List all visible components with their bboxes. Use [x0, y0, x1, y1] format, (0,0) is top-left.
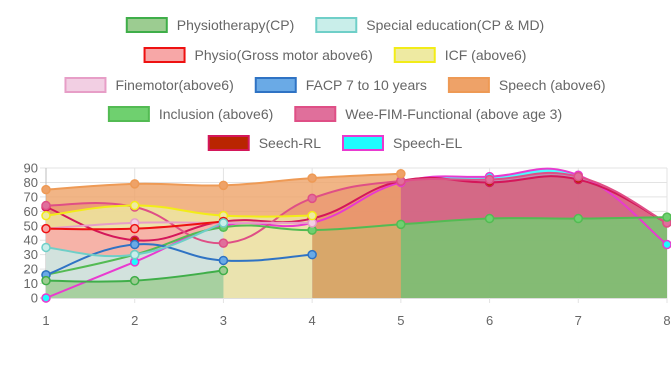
point-physiotherapy-cp[interactable]: [41, 275, 51, 286]
point-physio-gross-motor-above6[interactable]: [41, 223, 51, 234]
y-tick-label: 70: [24, 189, 38, 204]
line-wee-fim-functional-above-age-3: [45, 171, 668, 245]
point-icf-above6[interactable]: [307, 210, 317, 221]
legend-label: Special education(CP & MD): [366, 17, 544, 33]
legend-swatch: [393, 47, 436, 63]
legend-label: Speech-EL: [393, 135, 462, 151]
point-wee-fim-functional-above-age-3[interactable]: [218, 238, 229, 248]
legend-label: Seech-RL: [259, 135, 321, 151]
legend-swatch: [447, 77, 490, 93]
legend-label: Inclusion (above6): [159, 106, 273, 122]
legend-label: Speech (above6): [499, 77, 606, 93]
legend-swatch: [341, 135, 384, 151]
y-tick-label: 90: [24, 161, 38, 176]
legend-swatch: [294, 106, 337, 122]
y-tick-label: 20: [24, 262, 38, 277]
x-tick-label: 4: [309, 313, 316, 328]
x-tick-label: 6: [486, 313, 493, 328]
legend-label: Finemotor(above6): [115, 77, 233, 93]
legend-item-special-education-cp-md[interactable]: Special education(CP & MD): [315, 17, 544, 33]
x-tick-label: 1: [42, 313, 49, 328]
point-special-education-cp-md[interactable]: [129, 249, 140, 260]
point-facp-7-to-10-years[interactable]: [307, 249, 317, 260]
legend-swatch: [254, 77, 297, 93]
point-speech-above6[interactable]: [307, 173, 317, 183]
point-inclusion-above6[interactable]: [484, 213, 495, 224]
point-wee-fim-functional-above-age-3[interactable]: [573, 171, 584, 182]
point-wee-fim-functional-above-age-3[interactable]: [484, 174, 495, 185]
line-finemotor-above6: [45, 221, 313, 230]
legend-item-speech-el[interactable]: Speech-EL: [341, 135, 462, 151]
point-speech-above6[interactable]: [129, 179, 140, 189]
point-physiotherapy-cp[interactable]: [129, 275, 140, 286]
legend-label: Physiotherapy(CP): [177, 17, 295, 33]
point-icf-above6[interactable]: [41, 210, 51, 221]
point-physiotherapy-cp[interactable]: [218, 265, 229, 276]
legend-item-icf-above6[interactable]: ICF (above6): [393, 47, 527, 63]
legend: Physiotherapy(CP) Special education(CP & …: [64, 17, 606, 151]
point-speech-above6[interactable]: [218, 180, 229, 191]
legend-item-physio-gross-motor-above6[interactable]: Physio(Gross motor above6): [143, 47, 373, 63]
point-speech-el[interactable]: [41, 293, 51, 303]
y-tick-label: 40: [24, 233, 38, 248]
x-tick-label: 8: [663, 313, 670, 328]
legend-label: FACP 7 to 10 years: [306, 77, 427, 93]
legend-label: Physio(Gross motor above6): [195, 47, 373, 63]
point-icf-above6[interactable]: [129, 200, 140, 211]
line-inclusion-above6: [45, 216, 668, 276]
point-speech-above6[interactable]: [41, 184, 51, 195]
legend-swatch: [125, 17, 168, 33]
legend-item-finemotor-above6[interactable]: Finemotor(above6): [64, 77, 234, 93]
series-areas: [46, 168, 667, 298]
y-tick-label: 10: [24, 276, 38, 291]
line-facp-7-to-10-years: [45, 243, 313, 276]
legend-label: ICF (above6): [445, 47, 527, 63]
point-speech-above6[interactable]: [396, 169, 406, 179]
y-tick-label: 30: [24, 247, 38, 262]
x-tick-label: 3: [220, 313, 227, 328]
point-inclusion-above6[interactable]: [573, 213, 584, 224]
y-tick-label: 80: [24, 175, 38, 190]
y-tick-label: 0: [31, 291, 38, 306]
legend-item-seech-rl[interactable]: Seech-RL: [207, 135, 321, 151]
point-facp-7-to-10-years[interactable]: [218, 255, 229, 266]
legend-swatch: [64, 77, 107, 93]
legend-item-inclusion-above6[interactable]: Inclusion (above6): [107, 106, 273, 122]
x-tick-label: 5: [397, 313, 404, 328]
legend-swatch: [207, 135, 250, 151]
point-facp-7-to-10-years[interactable]: [129, 239, 140, 250]
point-special-education-cp-md[interactable]: [218, 218, 229, 228]
legend-item-physiotherapy-cp[interactable]: Physiotherapy(CP): [125, 17, 295, 33]
point-speech-el[interactable]: [662, 239, 671, 250]
point-inclusion-above6[interactable]: [396, 219, 406, 230]
legend-item-wee-fim-functional-above-age-3[interactable]: Wee-FIM-Functional (above age 3): [294, 106, 562, 122]
legend-swatch: [107, 106, 150, 122]
legend-label: Wee-FIM-Functional (above age 3): [345, 106, 562, 122]
x-tick-label: 7: [575, 313, 582, 328]
x-tick-label: 2: [131, 313, 138, 328]
legend-item-facp-7-to-10-years[interactable]: FACP 7 to 10 years: [254, 77, 427, 93]
legend-item-speech-above6[interactable]: Speech (above6): [447, 77, 606, 93]
y-tick-label: 50: [24, 218, 38, 233]
point-physio-gross-motor-above6[interactable]: [129, 223, 140, 234]
y-tick-label: 60: [24, 204, 38, 219]
point-special-education-cp-md[interactable]: [41, 242, 51, 253]
line-icf-above6: [45, 204, 313, 218]
point-wee-fim-functional-above-age-3[interactable]: [41, 200, 51, 211]
point-inclusion-above6[interactable]: [662, 212, 671, 222]
point-wee-fim-functional-above-age-3[interactable]: [307, 193, 317, 204]
legend-swatch: [143, 47, 186, 63]
series-points: [41, 169, 671, 303]
legend-swatch: [315, 17, 358, 33]
